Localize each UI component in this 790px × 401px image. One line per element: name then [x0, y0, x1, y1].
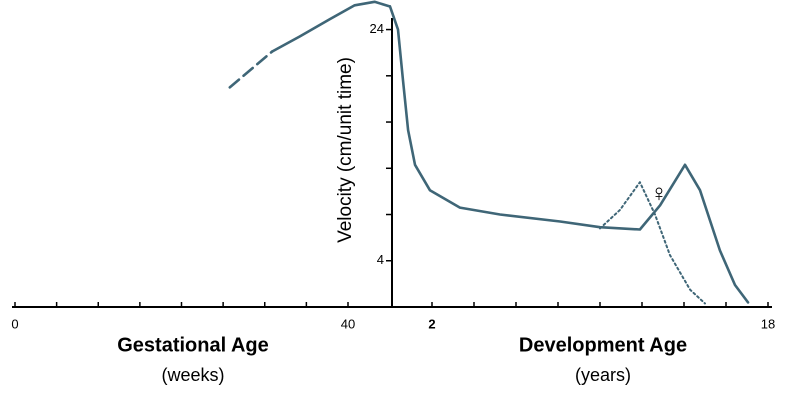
- x-axis-unit: (weeks): [161, 365, 224, 385]
- x-axis-label: Gestational Age: [117, 334, 269, 356]
- x-tick-label: 2: [428, 316, 435, 331]
- curve: [388, 5, 750, 304]
- curve: [599, 181, 706, 305]
- x-tick-label: 40: [341, 316, 355, 331]
- y-tick-label: 24: [370, 21, 384, 36]
- x-axis-unit: (years): [575, 365, 631, 385]
- curve: [270, 0, 391, 53]
- x-tick-label: 18: [761, 316, 775, 331]
- y-axis-label: Velocity (cm/unit time): [335, 57, 356, 243]
- curve-label: ♀: [650, 180, 668, 207]
- y-tick-label: 4: [377, 252, 384, 267]
- curve: [228, 50, 274, 89]
- x-tick-label: 0: [11, 316, 18, 331]
- x-axis-label: Development Age: [519, 334, 687, 356]
